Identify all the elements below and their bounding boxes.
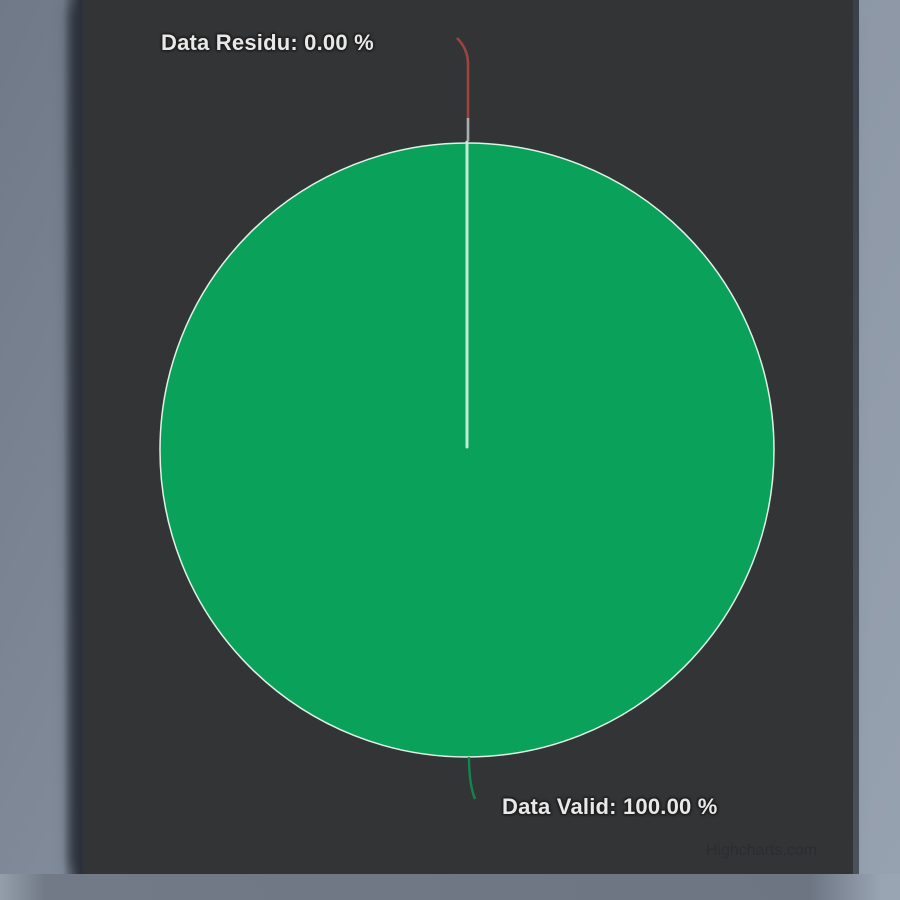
connector-line-residu: [456, 37, 470, 118]
chart-panel: Data Residu: 0.00 % Data Valid: 100.00 %…: [63, 0, 859, 874]
connector-line-valid: [467, 756, 477, 800]
data-label-valid: Data Valid: 100.00 %: [502, 794, 718, 819]
data-label-residu: Data Residu: 0.00 %: [161, 30, 374, 55]
pie-chart: [159, 37, 775, 800]
highcharts-credits-link[interactable]: Highcharts.com: [705, 842, 817, 859]
desktop-background-bottom: [0, 874, 900, 900]
